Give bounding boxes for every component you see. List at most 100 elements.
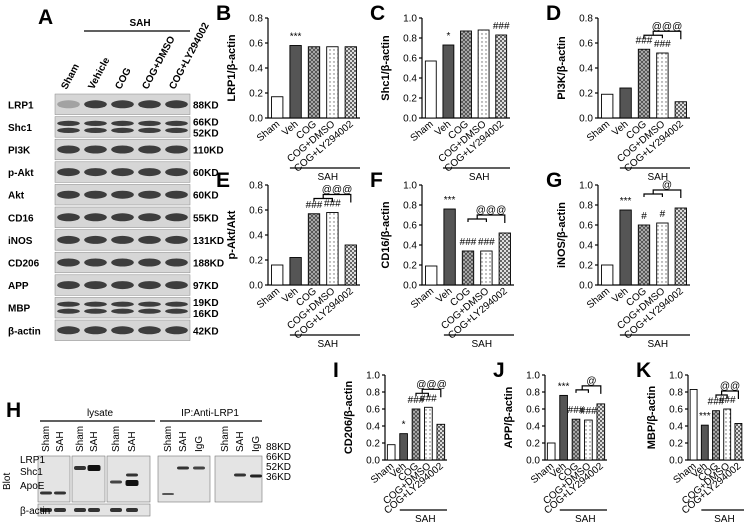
header-label: lysate (87, 408, 114, 419)
y-tick-label: 0.6 (403, 54, 417, 65)
bar-chart: ICD206/β-actin0.00.20.40.60.81.0ShamVeh*… (333, 359, 447, 522)
blot-band (111, 120, 134, 126)
blot-band (84, 258, 107, 267)
protein-label: CD206 (8, 259, 40, 270)
lane-label: IgG (194, 436, 205, 452)
blot-band (165, 308, 188, 314)
significance-label: ### (654, 39, 671, 50)
blot-band (138, 100, 161, 109)
bracket-label: @@@ (416, 379, 446, 390)
bar (637, 48, 651, 119)
bar (271, 264, 284, 286)
bar (596, 403, 606, 461)
protein-label: ApoE (20, 481, 45, 492)
bracket-label: @@@ (476, 205, 506, 216)
bracket (575, 385, 602, 394)
bar (424, 60, 437, 119)
blot-strip (54, 297, 191, 319)
size-label: 97KD (193, 281, 219, 292)
blot-band (40, 491, 52, 495)
blot-band (165, 213, 188, 222)
lane-label: Sham (59, 62, 82, 91)
lane-label: SAH (178, 431, 189, 452)
bar (344, 46, 357, 119)
significance-label: ### (478, 237, 495, 248)
blot-panel (214, 455, 263, 503)
blot-band (110, 508, 122, 512)
blot-band (138, 120, 161, 126)
blot-band (138, 145, 161, 154)
bracket (313, 193, 352, 203)
y-tick-label: 0.8 (579, 201, 593, 212)
bar (443, 208, 456, 286)
bracket (643, 30, 682, 40)
y-tick-label: 0.6 (249, 39, 263, 50)
size-label: 66KD (193, 117, 219, 128)
blot-band (57, 168, 80, 177)
significance-label: ### (408, 395, 425, 406)
blot-band (126, 473, 138, 477)
y-tick-label: 0.4 (366, 422, 380, 433)
y-tick-label: 0.2 (403, 94, 417, 105)
panel-letter: H (6, 399, 21, 422)
lane-label: SAH (55, 431, 66, 452)
size-label: 188KD (193, 259, 224, 270)
blot-band (111, 235, 134, 244)
blot-band (57, 301, 80, 307)
blot-band (126, 508, 138, 512)
y-axis-label: APP/β-actin (503, 386, 515, 448)
blot-band (110, 480, 122, 484)
y-tick-label: 0.2 (366, 439, 380, 450)
y-tick-label: 0.8 (403, 201, 417, 212)
significance-label: *** (290, 32, 302, 43)
blot-band (165, 120, 188, 126)
bracket-label: @@@ (652, 21, 682, 32)
y-tick-label: 0.2 (249, 256, 263, 267)
blot-band (165, 258, 188, 267)
y-tick-label: 0.0 (526, 456, 540, 467)
significance-label: ### (708, 397, 725, 408)
y-tick-label: 0.0 (249, 114, 263, 125)
y-tick-label: 0.2 (669, 439, 683, 450)
bar (584, 419, 593, 461)
y-axis-label: LRP1/β-actin (226, 34, 238, 102)
blot-band (54, 491, 66, 495)
blot-band (84, 308, 107, 314)
bar (289, 257, 302, 286)
protein-label: Akt (8, 191, 25, 202)
blot-band (84, 145, 107, 154)
lane-label: Vehicle (86, 55, 112, 91)
blot-band (177, 466, 189, 470)
size-label: 131KD (193, 236, 224, 247)
bar (559, 394, 568, 461)
bar (637, 224, 651, 286)
lane-label: Sham (111, 426, 122, 452)
blot-band (111, 190, 134, 199)
group-label: SAH (714, 514, 735, 522)
blot-panel (106, 455, 151, 503)
bar-charts: BLRP1/β-actin0.00.20.40.60.8ShamVeh***CO… (216, 2, 744, 522)
blot-band (250, 474, 262, 478)
bar-chart: JAPP/β-actin0.00.20.40.60.81.0ShamVeh***… (493, 359, 607, 522)
size-label: 60KD (193, 168, 219, 179)
blot-band (87, 465, 101, 471)
y-tick-label: 0.2 (526, 439, 540, 450)
blot-band (111, 168, 134, 177)
blot-band (111, 127, 134, 133)
y-tick-label: 0.6 (579, 221, 593, 232)
size-label: 19KD (193, 298, 219, 309)
blot-band (84, 301, 107, 307)
blot-band (111, 301, 134, 307)
significance-label: ### (580, 406, 597, 417)
bar (307, 213, 321, 286)
lane-label: Sham (41, 426, 52, 452)
y-tick-label: 0.0 (669, 456, 683, 467)
bracket-label: @@@ (322, 185, 352, 196)
y-tick-label: 0.0 (366, 456, 380, 467)
panel-letter: E (216, 169, 230, 192)
lane-label: Sham (75, 426, 86, 452)
blot-band (138, 190, 161, 199)
y-tick-label: 1.0 (669, 371, 683, 382)
bar (571, 418, 581, 461)
